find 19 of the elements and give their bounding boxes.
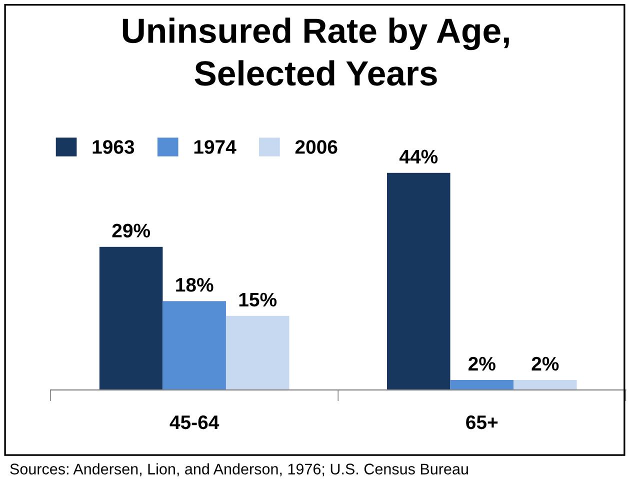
data-label: 2% [532,356,559,371]
data-label: 44% [399,150,438,164]
bar [450,380,514,390]
legend-label: 2006 [295,140,338,154]
bar [226,316,290,390]
source-note: Sources: Andersen, Lion, and Anderson, 1976; U.S. Census Bureau [10,463,468,476]
x-tick-label: 45-64 [170,415,220,430]
legend-label: 1974 [194,140,236,154]
data-label: 18% [176,278,214,292]
bar [162,301,226,390]
bar [514,380,577,390]
legend-label: 1963 [92,140,134,154]
data-label: 29% [112,224,150,238]
data-label: 2% [468,356,496,371]
x-tick-label: 65+ [466,415,498,430]
bar [99,246,163,390]
bar [387,172,450,390]
chart-title: Uninsured Rate by Age, Selected Years [122,18,509,86]
data-label: 15% [239,292,277,307]
